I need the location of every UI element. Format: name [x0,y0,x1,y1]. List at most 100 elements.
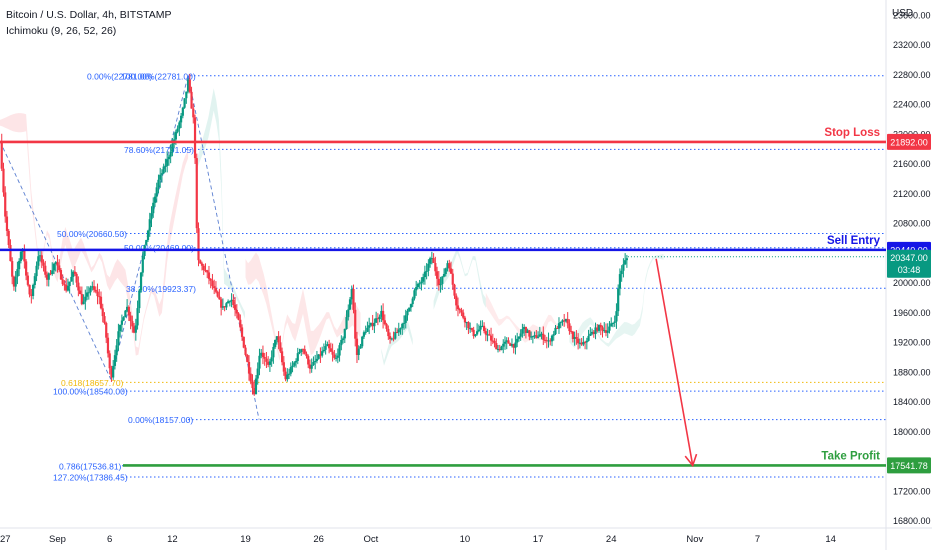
y-tick-label: 19200.00 [893,338,931,348]
candle-body [61,279,64,285]
candle-body [432,258,435,264]
candle-body [213,286,216,289]
candle-body [108,353,111,369]
candle-body [322,349,325,352]
candle-body [496,348,500,350]
cloud-segment [245,252,361,361]
candle-body [68,281,71,287]
candle-body [190,91,193,109]
candle-body [153,196,157,203]
candle-body [376,318,379,320]
candle-body [103,316,106,324]
candle-body [543,339,547,341]
candle-body [594,327,597,335]
candle-body [507,340,510,344]
candle-body [406,311,409,316]
candle-body [314,360,317,363]
candle-body [401,323,404,329]
candle-body [310,364,313,369]
candle-body [289,367,292,374]
y-tick-label: 23600.00 [893,10,931,20]
fib-level-label: 50.00%(20469.00) [124,243,194,253]
candle-body [200,263,204,266]
candle-body [14,276,17,287]
candle-body [425,270,428,272]
candle-body [31,284,35,296]
candle-body [514,342,517,348]
candle-body [89,287,92,293]
candle-body [435,271,439,279]
candle-body [246,354,249,362]
candle-body [564,318,568,322]
candle-body [498,348,501,351]
candle-body [225,303,228,308]
candle-body [347,309,350,318]
candle-body [578,342,581,344]
candle-body [291,365,294,368]
price-badge-text: 21892.00 [890,137,928,147]
candle-body [240,327,244,337]
candle-body [199,260,202,264]
candle-body [472,329,475,337]
candle-body [120,320,123,325]
candle-body [350,289,353,300]
candle-body [533,335,536,337]
candle-body [448,263,451,269]
fib-trend-line [187,75,260,420]
candle-body [287,373,291,375]
candle-body [381,310,385,321]
current-price-text: 20347.00 [890,253,928,263]
candle-body [312,362,315,365]
candle-body [463,317,467,323]
candle-body [392,338,395,340]
candle-body [209,278,212,281]
candle-body [221,306,224,308]
candle-body [277,336,280,343]
candle-body [223,306,226,308]
candle-body [315,358,319,361]
cloud-segment [485,292,570,343]
candle-body [127,306,130,316]
candle-body [141,255,144,273]
candle-body [298,352,301,354]
price-badge-text: 17541.78 [890,461,928,471]
candle-body [458,309,461,311]
candle-body [87,292,90,294]
candle-body [336,355,339,358]
candle-body [169,151,172,157]
candle-body [488,334,491,336]
candle-body [171,143,174,152]
candle-body [159,174,162,180]
symbol-title: Bitcoin / U.S. Dollar, 4h, BITSTAMP [6,9,172,21]
candle-body [465,322,468,324]
candle-body [197,228,200,261]
candle-body [227,301,230,304]
time-axis[interactable]: 27 Sep 6 12 19 26 Oct 10 17 24 Nov 7 14 [0,534,836,545]
candle-body [268,361,272,365]
candle-body [361,336,364,347]
candle-body [65,285,68,291]
candle-body [451,273,454,285]
candle-body [439,283,442,286]
candle-body [394,332,397,339]
candle-body [528,330,531,337]
candle-body [340,339,343,346]
x-tick-label: 10 [460,534,471,545]
trade-levels: Stop Loss Sell Entry Take Profit [0,127,886,467]
fib-trend-line [0,141,112,380]
candle-body [235,309,238,314]
candle-body [66,286,70,291]
candle-body [185,91,188,99]
candle-body [305,353,308,357]
candle-body [453,284,456,296]
candle-body [319,354,322,356]
level-label-stop-loss: Stop Loss [824,127,880,139]
candle-body [357,348,360,355]
candle-body [341,338,345,340]
candle-body [303,349,306,354]
candle-body [521,329,524,334]
candle-body [554,327,557,335]
candle-body [58,265,61,271]
candle-body [28,284,31,295]
